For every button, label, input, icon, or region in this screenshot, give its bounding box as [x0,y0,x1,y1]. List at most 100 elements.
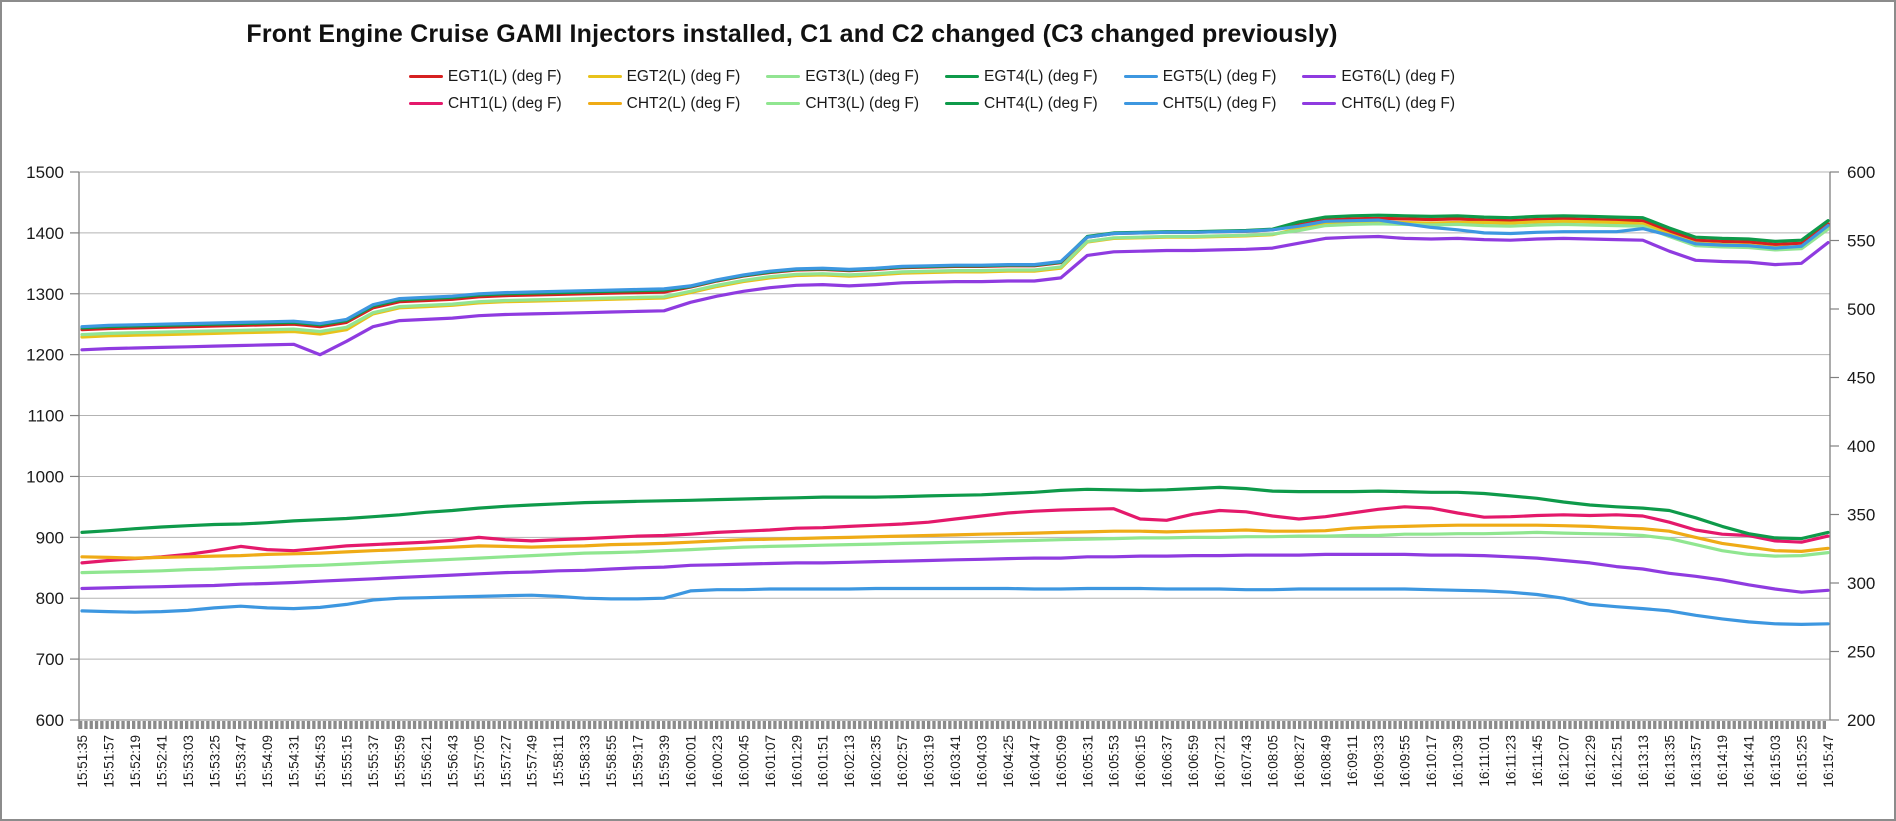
right-tick-label: 350 [1847,506,1875,525]
x-tick-label: 16:05:31 [1080,735,1095,788]
x-tick-label: 16:10:17 [1424,735,1439,788]
legend-item-cht4: CHT4(L) (deg F) [945,95,1098,113]
x-tick-label: 16:08:27 [1292,735,1307,788]
right-tick-label: 500 [1847,300,1875,319]
x-axis-labels: 15:51:35 15:51:57 15:52:19 15:52:41 15:53:03… [75,735,1836,788]
x-tick-label: 15:59:17 [631,735,646,788]
legend-item-cht1: CHT1(L) (deg F) [408,94,562,113]
legend-label: CHT2(L) (deg F) [626,94,741,112]
series-line-cht3 [80,530,1830,575]
legend-item-cht5: CHT5(L) (deg F) [1123,94,1277,113]
x-tick-label: 16:11:01 [1477,735,1492,787]
x-tick-label: 16:00:23 [710,735,725,788]
x-tick-label: 16:07:43 [1239,735,1254,788]
legend-swatch-egt3 [766,74,801,79]
right-tick-label: 450 [1847,369,1875,388]
legend-item-egt3: EGT3(L) (deg F) [766,68,919,86]
left-tick-label: 1300 [26,285,64,304]
series-line-egt5 [80,218,1830,329]
legend-row-1: EGT1(L) (deg F) EGT2(L) (deg F) EGT3(L) (d… [2,63,1862,90]
x-axis-tick-strip [79,721,1826,729]
x-tick-label: 15:54:53 [313,735,328,788]
legend-item-cht6: CHT6(L) (deg F) [1302,95,1455,113]
legend-item-cht3: CHT3(L) (deg F) [766,95,919,113]
x-tick-label: 16:02:13 [842,735,857,788]
x-tick-label: 15:56:21 [419,735,434,788]
right-tick-label: 400 [1847,437,1875,456]
right-tick-label: 250 [1847,643,1875,662]
left-tick-label: 1000 [26,467,64,486]
legend-label: CHT3(L) (deg F) [805,94,919,112]
x-tick-label: 16:06:37 [1160,735,1175,788]
x-tick-label: 16:00:01 [683,735,698,788]
legend-swatch-cht2 [587,101,622,106]
x-tick-label: 16:03:19 [922,735,937,788]
series-line-cht4 [80,485,1830,541]
legend-swatch-egt4 [945,74,979,79]
legend-label: EGT1(L) (deg F) [447,67,562,85]
legend-label: EGT2(L) (deg F) [626,67,741,85]
x-tick-label: 15:51:57 [101,735,116,788]
series-lines [80,213,1830,627]
x-tick-label: 16:00:45 [736,735,751,788]
series-line-cht2 [80,523,1830,560]
x-tick-label: 16:05:09 [1054,735,1069,788]
x-tick-label: 16:13:57 [1689,735,1704,788]
x-tick-label: 16:15:03 [1768,735,1783,788]
x-tick-label: 16:14:19 [1715,735,1730,788]
x-tick-label: 16:13:35 [1662,735,1677,788]
legend-swatch-cht6 [1302,101,1337,106]
right-tick-label: 550 [1847,232,1875,251]
x-tick-label: 16:15:47 [1821,735,1836,788]
legend-label: EGT4(L) (deg F) [984,67,1098,85]
axis-lines [78,172,1831,729]
left-tick-label: 1100 [27,407,64,426]
left-tick-label: 1400 [26,224,64,243]
x-tick-label: 16:09:33 [1371,735,1386,788]
x-tick-label: 16:06:59 [1186,735,1201,788]
x-tick-label: 16:01:07 [763,735,778,788]
series-line-cht1 [80,505,1830,565]
x-tick-label: 16:11:23 [1504,735,1519,787]
legend-item-egt2: EGT2(L) (deg F) [587,67,741,86]
x-tick-label: 16:01:51 [816,735,831,788]
series-line-egt1 [80,216,1830,332]
x-tick-label: 16:02:57 [895,735,910,788]
x-tick-label: 16:06:15 [1133,735,1148,788]
right-tick-label: 200 [1847,711,1875,730]
x-tick-label: 16:08:49 [1318,735,1333,788]
x-tick-label: 16:13:13 [1636,735,1651,788]
legend-swatch-egt5 [1123,74,1158,79]
x-tick-label: 16:12:29 [1583,735,1598,788]
chart-title: Front Engine Cruise GAMI Injectors insta… [246,20,1338,48]
legend-swatch-egt2 [587,74,622,79]
x-tick-label: 16:15:25 [1795,735,1810,788]
legend-item-egt6: EGT6(L) (deg F) [1302,68,1455,86]
series-line-cht6 [80,552,1830,594]
legend-label: CHT4(L) (deg F) [984,94,1098,112]
right-axis-labels: 200 250 300 350 400 450 500 550 600 [1830,163,1875,730]
legend-swatch-cht1 [408,101,443,106]
legend-label: CHT5(L) (deg F) [1162,94,1277,112]
x-tick-label: 16:01:29 [789,735,804,788]
x-tick-label: 15:51:35 [75,735,90,788]
legend-label: EGT3(L) (deg F) [805,67,919,85]
x-tick-label: 15:54:09 [260,735,275,788]
x-tick-label: 15:55:15 [340,735,355,788]
legend-label: CHT1(L) (deg F) [447,94,562,112]
x-tick-label: 16:12:07 [1556,735,1571,788]
x-tick-label: 15:58:55 [604,735,619,788]
x-tick-label: 16:14:41 [1742,735,1757,788]
x-tick-label: 16:10:39 [1451,735,1466,788]
legend-swatch-cht5 [1123,101,1158,106]
legend-label: EGT6(L) (deg F) [1341,67,1456,85]
legend-swatch-cht4 [945,101,979,106]
left-tick-label: 800 [36,589,64,608]
legend-row-2: CHT1(L) (deg F) CHT2(L) (deg F) CHT3(L) (d… [2,90,1862,117]
legend-swatch-cht3 [766,101,801,106]
x-tick-label: 15:57:27 [498,735,513,788]
right-tick-label: 600 [1847,163,1875,182]
x-tick-label: 16:12:51 [1609,735,1624,788]
x-tick-label: 16:07:21 [1213,735,1228,788]
